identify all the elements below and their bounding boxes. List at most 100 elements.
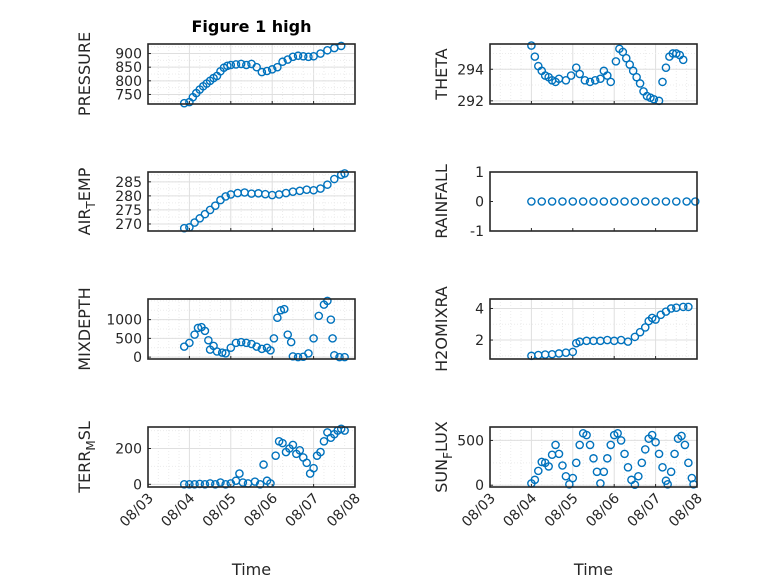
y-axis-label-part: LUX bbox=[432, 421, 451, 452]
series-points bbox=[527, 302, 693, 361]
subplot-6: 2 4 H2OMIXRA bbox=[432, 286, 698, 372]
data-point bbox=[589, 197, 598, 206]
y-tick-label: 500 bbox=[457, 433, 484, 449]
data-point bbox=[316, 49, 325, 58]
data-point bbox=[537, 457, 547, 467]
y-tick-label: 275 bbox=[115, 203, 142, 219]
data-point bbox=[323, 180, 332, 189]
y-axis-label: H2OMIXRA bbox=[432, 286, 451, 372]
data-point bbox=[678, 55, 688, 65]
y-tick-label: 1 bbox=[475, 165, 484, 181]
data-point bbox=[634, 471, 643, 481]
data-point bbox=[649, 94, 659, 104]
data-point bbox=[242, 338, 251, 348]
data-point bbox=[585, 77, 595, 87]
subplot-4: -1 0 1 RAINFALL bbox=[432, 164, 700, 240]
y-axis-label-part: EMP bbox=[75, 167, 94, 201]
data-point bbox=[193, 323, 203, 333]
data-point bbox=[651, 437, 660, 447]
data-point bbox=[568, 347, 578, 357]
data-point bbox=[534, 466, 543, 476]
data-point bbox=[647, 430, 657, 440]
data-point bbox=[195, 214, 205, 223]
data-point bbox=[259, 460, 268, 469]
x-tick-label: 08/04 bbox=[500, 490, 540, 530]
data-point bbox=[288, 52, 298, 62]
chart-title: Figure 1 high bbox=[192, 17, 312, 36]
data-point bbox=[255, 480, 265, 489]
y-tick-label: 2 bbox=[475, 333, 484, 349]
y-tick-label: 0 bbox=[133, 350, 142, 366]
y-axis-label: SUNFLUX bbox=[432, 421, 455, 493]
data-point bbox=[530, 475, 540, 485]
data-point bbox=[316, 184, 325, 193]
y-tick-label: -1 bbox=[470, 224, 484, 240]
y-axis-label-part: AIR bbox=[75, 209, 94, 236]
data-point bbox=[611, 57, 621, 66]
data-point bbox=[302, 458, 312, 468]
y-axis-label-part: SL bbox=[75, 421, 94, 440]
y-tick-label: 0 bbox=[475, 195, 484, 211]
series-points bbox=[179, 296, 349, 362]
axes-box bbox=[489, 426, 698, 488]
data-point bbox=[252, 342, 261, 351]
data-point bbox=[554, 449, 564, 459]
data-point bbox=[590, 76, 600, 85]
data-point bbox=[235, 469, 244, 478]
data-point bbox=[236, 337, 246, 347]
data-point bbox=[637, 458, 647, 468]
data-point bbox=[314, 311, 324, 321]
data-point bbox=[271, 451, 280, 460]
data-point bbox=[630, 332, 640, 342]
data-point bbox=[606, 77, 616, 87]
data-point bbox=[537, 197, 547, 206]
grid bbox=[490, 427, 697, 487]
data-point bbox=[257, 344, 267, 354]
data-point bbox=[603, 71, 612, 80]
data-point bbox=[279, 304, 289, 314]
series-points bbox=[527, 197, 700, 206]
y-tick-label: 900 bbox=[115, 47, 142, 63]
data-point bbox=[606, 440, 616, 450]
y-tick-label: 292 bbox=[457, 94, 484, 110]
grid bbox=[148, 427, 355, 487]
data-point bbox=[262, 66, 272, 76]
x-tick-label: 08/06 bbox=[241, 490, 281, 530]
axes-box bbox=[489, 43, 698, 105]
axes-background bbox=[490, 172, 697, 231]
data-point bbox=[226, 343, 236, 353]
y-axis-label: AIRTEMP bbox=[75, 167, 98, 235]
x-tick-label: 08/07 bbox=[283, 491, 323, 531]
data-point bbox=[288, 352, 298, 361]
data-point bbox=[561, 76, 571, 85]
data-point bbox=[221, 192, 230, 201]
data-point bbox=[599, 197, 609, 206]
data-point bbox=[558, 197, 567, 206]
y-axis-label-subscript: T bbox=[84, 201, 98, 210]
data-point bbox=[632, 72, 641, 82]
data-point bbox=[621, 53, 631, 63]
axes-box bbox=[147, 171, 356, 232]
data-point bbox=[295, 445, 305, 455]
data-point bbox=[640, 445, 650, 454]
axes-box bbox=[147, 43, 356, 105]
y-axis-label: PRESSURE bbox=[75, 32, 94, 116]
subplot-5: 0 500 1000 MIXDEPTH bbox=[75, 287, 356, 371]
data-point bbox=[293, 352, 303, 362]
y-tick-label: 750 bbox=[115, 87, 142, 103]
data-point bbox=[190, 330, 199, 339]
x-tick-label: 08/06 bbox=[583, 490, 623, 530]
data-point bbox=[599, 467, 609, 477]
data-point bbox=[221, 349, 230, 358]
data-point bbox=[286, 337, 296, 347]
y-axis-label-subscript: M bbox=[84, 440, 98, 450]
data-point bbox=[565, 480, 574, 489]
x-tick-label: 08/03 bbox=[117, 491, 157, 531]
data-point bbox=[651, 197, 660, 206]
data-point bbox=[684, 458, 693, 468]
data-point bbox=[527, 41, 536, 50]
data-point bbox=[304, 349, 313, 358]
data-point bbox=[185, 338, 194, 348]
data-point bbox=[670, 449, 679, 459]
